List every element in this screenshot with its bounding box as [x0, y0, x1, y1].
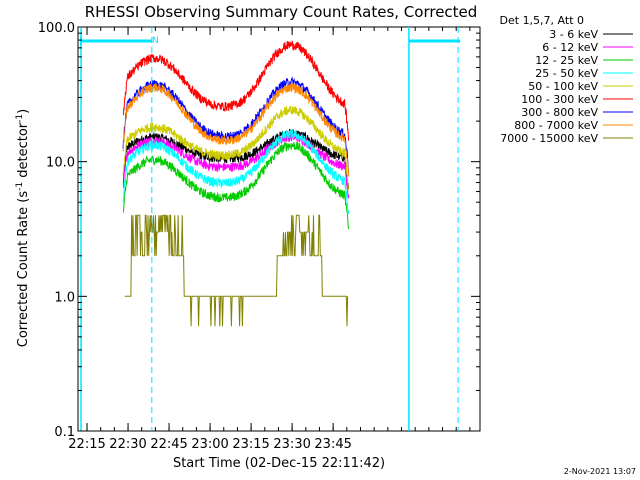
series-line-8 — [124, 214, 349, 327]
y-axis-label-sup1: -1 — [15, 182, 25, 191]
x-tick-label: 23:30 — [273, 437, 310, 452]
x-tick-label: 22:30 — [109, 437, 146, 452]
y-axis-label-sup2: -1 — [15, 114, 25, 123]
series-line-7 — [122, 82, 350, 177]
legend-label-4: 50 - 100 keV — [528, 80, 598, 93]
legend-label-2: 12 - 25 keV — [535, 54, 598, 67]
plot-area: 0.1 1.0 10.0 100.0 22:15 22:30 22:45 23:00 23:1… — [38, 21, 481, 452]
x-tick-label: 22:45 — [150, 437, 187, 452]
legend-label-0: 3 - 6 keV — [549, 28, 598, 41]
flag-label: N — [152, 36, 159, 46]
plot-frame — [77, 26, 481, 432]
x-tick-label: 23:45 — [314, 437, 351, 452]
y-tick-label: 0.1 — [54, 425, 75, 440]
y-axis-label-end: ) — [16, 109, 31, 114]
y-axis-label-mid: detector — [16, 122, 31, 182]
timestamp: 2-Nov-2021 13:07 — [564, 467, 636, 476]
series-line-5 — [122, 40, 350, 141]
x-tick-label: 22:15 — [68, 437, 105, 452]
series-line-6 — [122, 76, 350, 173]
y-tick-label: 1.0 — [54, 290, 75, 305]
legend-label-8: 7000 - 15000 keV — [500, 132, 598, 145]
legend-label-5: 100 - 300 keV — [521, 93, 598, 106]
legend-header: Det 1,5,7, Att 0 — [500, 14, 584, 27]
y-tick-label: 10.0 — [46, 156, 75, 171]
series-line-2 — [122, 141, 350, 230]
x-axis-label: Start Time (02-Dec-15 22:11:42) — [173, 456, 385, 471]
night-boundary-layer — [80, 27, 461, 431]
series-line-3 — [122, 129, 350, 215]
series-line-4 — [122, 105, 350, 190]
y-tick-label: 100.0 — [38, 21, 75, 36]
x-tick-label: 23:15 — [232, 437, 269, 452]
legend-label-7: 800 - 7000 keV — [514, 119, 598, 132]
y-axis-label-main: Corrected Count Rate (s — [16, 191, 31, 348]
y-axis-label: Corrected Count Rate (s-1 detector-1) — [15, 109, 31, 347]
x-tick-label: 23:00 — [191, 437, 228, 452]
series-layer — [122, 40, 350, 327]
legend-label-6: 300 - 800 keV — [521, 106, 598, 119]
y-axis: 0.1 1.0 10.0 100.0 — [38, 21, 480, 440]
legend-label-3: 25 - 50 keV — [535, 67, 598, 80]
chart-title: RHESSI Observing Summary Count Rates, Co… — [85, 3, 478, 21]
legend-label-1: 6 - 12 keV — [542, 41, 598, 54]
x-axis: 22:15 22:30 22:45 23:00 23:15 23:30 23:45 — [68, 27, 471, 452]
